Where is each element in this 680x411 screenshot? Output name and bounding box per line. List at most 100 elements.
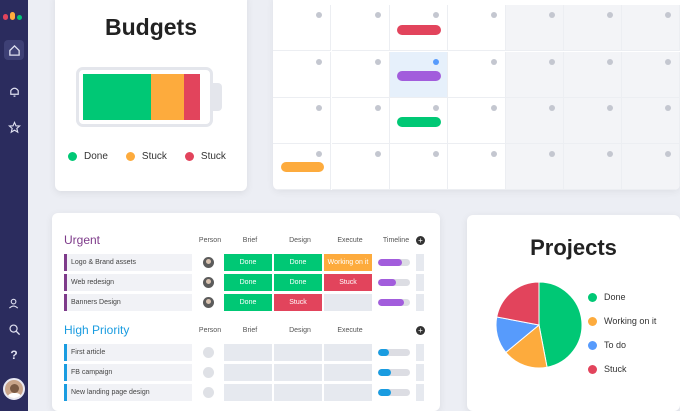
avatar[interactable] — [3, 378, 25, 400]
status-cell-brief[interactable] — [224, 384, 272, 401]
status-cell-design[interactable] — [274, 384, 322, 401]
legend-dot — [184, 152, 194, 161]
legend-label: Stuck — [200, 151, 226, 162]
table-row-name[interactable]: Logo & Brand assets — [64, 254, 192, 271]
calendar-cell[interactable] — [332, 144, 390, 190]
calendar-cell-dot — [316, 59, 322, 65]
legend-item: Stuck — [588, 364, 627, 374]
add-column-button[interactable]: + — [416, 326, 425, 335]
calendar-cell-dot — [665, 59, 671, 65]
calendar-cell[interactable] — [448, 144, 506, 190]
group-title-high[interactable]: High Priority — [64, 323, 130, 337]
budget-battery — [76, 67, 213, 127]
calendar-cell-dot — [549, 12, 555, 18]
calendar-cell[interactable] — [273, 52, 331, 98]
calendar-cell[interactable] — [622, 144, 680, 190]
status-cell-design[interactable]: Done — [274, 274, 322, 291]
help-icon[interactable]: ? — [10, 348, 18, 362]
calendar-cell[interactable] — [564, 5, 622, 51]
table-row-name[interactable]: New landing page design — [64, 384, 192, 401]
add-column-button[interactable]: + — [416, 236, 425, 245]
timeline-bar[interactable] — [378, 259, 410, 266]
status-cell-execute[interactable] — [324, 384, 372, 401]
calendar-cell[interactable] — [390, 5, 448, 51]
status-cell-execute[interactable] — [324, 294, 372, 311]
person-avatar[interactable] — [203, 297, 214, 308]
calendar-cell[interactable] — [506, 52, 564, 98]
status-cell-brief[interactable]: Done — [224, 254, 272, 271]
calendar-cell[interactable] — [564, 144, 622, 190]
search-icon[interactable] — [4, 319, 24, 339]
calendar-cell[interactable] — [448, 5, 506, 51]
calendar-day-header: Fri — [563, 0, 621, 5]
home-icon[interactable] — [4, 40, 24, 60]
calendar-cell[interactable] — [564, 98, 622, 144]
timeline-bar[interactable] — [378, 279, 410, 286]
calendar-cell[interactable] — [332, 52, 390, 98]
person-avatar[interactable] — [203, 277, 214, 288]
legend-item: To do — [588, 340, 626, 350]
add-user-icon[interactable] — [4, 293, 24, 313]
bell-icon[interactable] — [4, 81, 24, 101]
status-cell-brief[interactable] — [224, 344, 272, 361]
person-avatar[interactable] — [203, 257, 214, 268]
table-row-name[interactable]: Banners Design — [64, 294, 192, 311]
group-title-urgent[interactable]: Urgent — [64, 233, 101, 247]
status-cell-execute[interactable]: Working on it — [324, 254, 372, 271]
status-cell-design[interactable] — [274, 344, 322, 361]
table-row-name[interactable]: First article — [64, 344, 192, 361]
star-icon[interactable] — [4, 117, 24, 137]
pie-slice — [496, 281, 540, 326]
projects-card: Projects Done Working on it To do Stuck — [467, 215, 680, 411]
person-avatar[interactable] — [203, 367, 214, 378]
timeline-bar[interactable] — [378, 369, 410, 376]
calendar-cell[interactable] — [622, 52, 680, 98]
calendar-cell[interactable] — [332, 5, 390, 51]
calendar-event-bar[interactable] — [281, 162, 324, 172]
calendar-cell[interactable] — [564, 52, 622, 98]
calendar-cell[interactable] — [390, 144, 448, 190]
timeline-bar[interactable] — [378, 299, 410, 306]
timeline-fill — [378, 279, 396, 286]
calendar-cell[interactable] — [273, 144, 331, 190]
person-avatar[interactable] — [203, 387, 214, 398]
status-cell-design[interactable] — [274, 364, 322, 381]
calendar-cell[interactable] — [506, 5, 564, 51]
status-cell-brief[interactable]: Done — [224, 294, 272, 311]
calendar-cell[interactable] — [390, 98, 448, 144]
calendar-event-bar[interactable] — [397, 71, 441, 81]
calendar-day-header: Mon — [331, 0, 389, 5]
calendar-cell[interactable] — [273, 98, 331, 144]
calendar-cell[interactable] — [448, 52, 506, 98]
person-avatar[interactable] — [203, 347, 214, 358]
logo[interactable] — [3, 10, 25, 20]
status-cell-execute[interactable]: Stuck — [324, 274, 372, 291]
legend-dot — [125, 152, 135, 161]
calendar-event-bar[interactable] — [397, 25, 441, 35]
status-cell-brief[interactable] — [224, 364, 272, 381]
calendar-cell[interactable] — [622, 5, 680, 51]
calendar-cell-dot — [491, 105, 497, 111]
table-row-name[interactable]: Web redesign — [64, 274, 192, 291]
calendar-cell-dot — [433, 59, 439, 65]
calendar-event-bar[interactable] — [397, 117, 441, 127]
calendar-cell[interactable] — [332, 98, 390, 144]
calendar-cell[interactable] — [622, 98, 680, 144]
column-header: Execute — [337, 327, 363, 334]
status-cell-design[interactable]: Done — [274, 254, 322, 271]
calendar-day-header: Tue — [389, 0, 447, 5]
table-row-name[interactable]: FB campaign — [64, 364, 192, 381]
status-cell-brief[interactable]: Done — [224, 274, 272, 291]
status-cell-execute[interactable] — [324, 344, 372, 361]
calendar-cell[interactable] — [506, 144, 564, 190]
timeline-bar[interactable] — [378, 389, 410, 396]
timeline-bar[interactable] — [378, 349, 410, 356]
calendar-cell[interactable] — [448, 98, 506, 144]
status-cell-design[interactable]: Stuck — [274, 294, 322, 311]
calendar-cell-dot — [433, 151, 439, 157]
status-cell-execute[interactable] — [324, 364, 372, 381]
budgets-card: Budgets Done Stuck Stuck — [55, 0, 247, 191]
row-scroll-strip — [416, 274, 424, 291]
calendar-cell[interactable] — [273, 5, 331, 51]
calendar-cell[interactable] — [506, 98, 564, 144]
